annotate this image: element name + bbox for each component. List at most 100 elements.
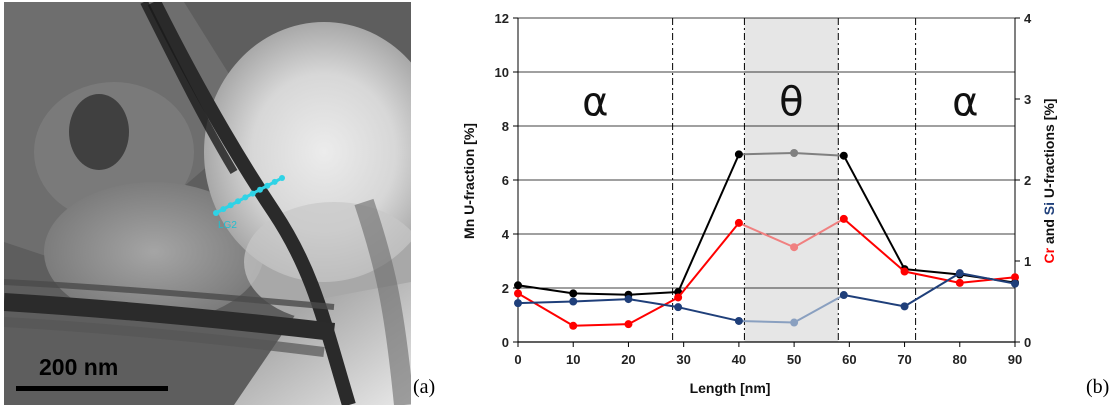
- series-segment: [677, 222, 740, 299]
- data-point: [900, 267, 909, 276]
- series-segment: [793, 218, 845, 249]
- x-tick-label: 80: [953, 352, 967, 367]
- plot-frame: [513, 17, 1020, 347]
- x-tick-label: 30: [676, 352, 690, 367]
- y-left-tick-label: 2: [502, 281, 509, 296]
- y-right-tick-label: 2: [1024, 173, 1031, 188]
- y-left-tick-label: 6: [502, 173, 509, 188]
- data-point: [839, 291, 848, 300]
- y-left-tick-label: 10: [495, 65, 509, 80]
- y-right-title-part: and: [1041, 215, 1057, 248]
- data-point: [674, 303, 683, 312]
- y-left-tick-label: 8: [502, 119, 509, 134]
- data-point: [790, 243, 799, 252]
- x-tick-label: 60: [842, 352, 856, 367]
- line-profile-marker: [213, 175, 285, 216]
- data-point: [900, 302, 909, 311]
- data-point: [624, 320, 633, 329]
- x-tick-label: 70: [897, 352, 911, 367]
- y-right-tick-label: 3: [1024, 92, 1031, 107]
- series-segment: [677, 306, 740, 322]
- x-tick-label: 10: [566, 352, 580, 367]
- scale-bar-label: 200 nm: [39, 354, 118, 380]
- series-segment: [842, 155, 906, 270]
- data-point: [734, 150, 743, 159]
- series-segment: [517, 300, 574, 305]
- x-tick-label: 50: [787, 352, 801, 367]
- y-left-tick-label: 4: [502, 227, 510, 242]
- data-point: [569, 297, 578, 306]
- data-point: [674, 293, 683, 302]
- series-segment: [573, 298, 629, 303]
- series-segment: [677, 153, 740, 293]
- y-right-title-part: Si: [1041, 202, 1057, 215]
- y-left-axis-title: Mn U-fraction [%]: [461, 123, 477, 239]
- y-right-tick-label: 0: [1024, 335, 1031, 350]
- data-point: [514, 299, 522, 308]
- series-right: [514, 214, 1019, 330]
- series-segment: [738, 152, 795, 156]
- data-point: [514, 281, 522, 290]
- series-segment: [904, 268, 960, 276]
- series-segment: [959, 276, 1016, 284]
- phase-label: α: [952, 80, 978, 126]
- data-point: [734, 316, 743, 325]
- data-point: [1011, 273, 1019, 282]
- y-right-tick-label: 1: [1024, 254, 1031, 269]
- series-segment: [628, 298, 679, 309]
- phase-label: α: [582, 80, 608, 126]
- series-segment: [627, 296, 679, 326]
- series-segment: [794, 152, 844, 157]
- series-segment: [517, 292, 574, 327]
- y-left-tick-label: 12: [495, 11, 509, 26]
- y-right-axis-title: Cr and Si U-fractions [%]: [1041, 99, 1057, 264]
- series-segment: [843, 218, 906, 273]
- phase-boundary-lines: [672, 18, 917, 342]
- series-segment: [793, 294, 845, 324]
- data-series: [514, 149, 1019, 330]
- grid-lines: [518, 17, 1015, 289]
- data-point: [569, 289, 578, 298]
- data-point: [839, 151, 848, 160]
- series-right: [514, 269, 1019, 327]
- series-segment: [573, 292, 629, 296]
- series-segment: [904, 272, 961, 308]
- y-right-title-part: Cr: [1041, 247, 1057, 263]
- data-point: [1011, 279, 1019, 288]
- data-point: [790, 318, 799, 327]
- x-tick-label: 20: [621, 352, 635, 367]
- series-segment: [738, 319, 795, 324]
- data-point: [839, 214, 848, 223]
- data-point: [790, 149, 799, 157]
- series-segment: [517, 284, 574, 295]
- x-axis-title: Length [nm]: [690, 380, 771, 396]
- x-tick-labels: 0 10 20 30 40 50 60 70 80 90: [514, 352, 1022, 367]
- y-right-tick-labels: 0 1 2 3 4: [1024, 11, 1032, 350]
- tem-micrograph: LG2 200 nm: [4, 2, 411, 405]
- x-tick-label: 90: [1008, 352, 1022, 367]
- data-point: [569, 321, 578, 330]
- series-segment: [843, 294, 905, 308]
- scale-bar: [16, 386, 168, 391]
- data-point: [514, 289, 522, 298]
- series-segment: [904, 270, 960, 284]
- x-tick-label: 40: [732, 352, 746, 367]
- y-right-title-part: U-fractions [%]: [1041, 99, 1057, 202]
- panel-label-b: (b): [1086, 376, 1110, 398]
- data-point: [734, 218, 743, 227]
- phase-label: θ: [779, 80, 803, 126]
- x-tick-label: 0: [514, 352, 521, 367]
- y-left-tick-label: 0: [502, 335, 509, 350]
- data-point: [955, 269, 964, 278]
- panel-label-a: (a): [413, 376, 436, 398]
- series-segment: [573, 323, 629, 327]
- data-point: [624, 295, 633, 304]
- series-segment: [959, 272, 1016, 285]
- series-segment: [738, 222, 795, 249]
- line-profile-label: LG2: [218, 220, 237, 231]
- series-segment: [628, 291, 679, 296]
- data-point: [955, 278, 964, 287]
- y-right-tick-label: 4: [1024, 11, 1032, 26]
